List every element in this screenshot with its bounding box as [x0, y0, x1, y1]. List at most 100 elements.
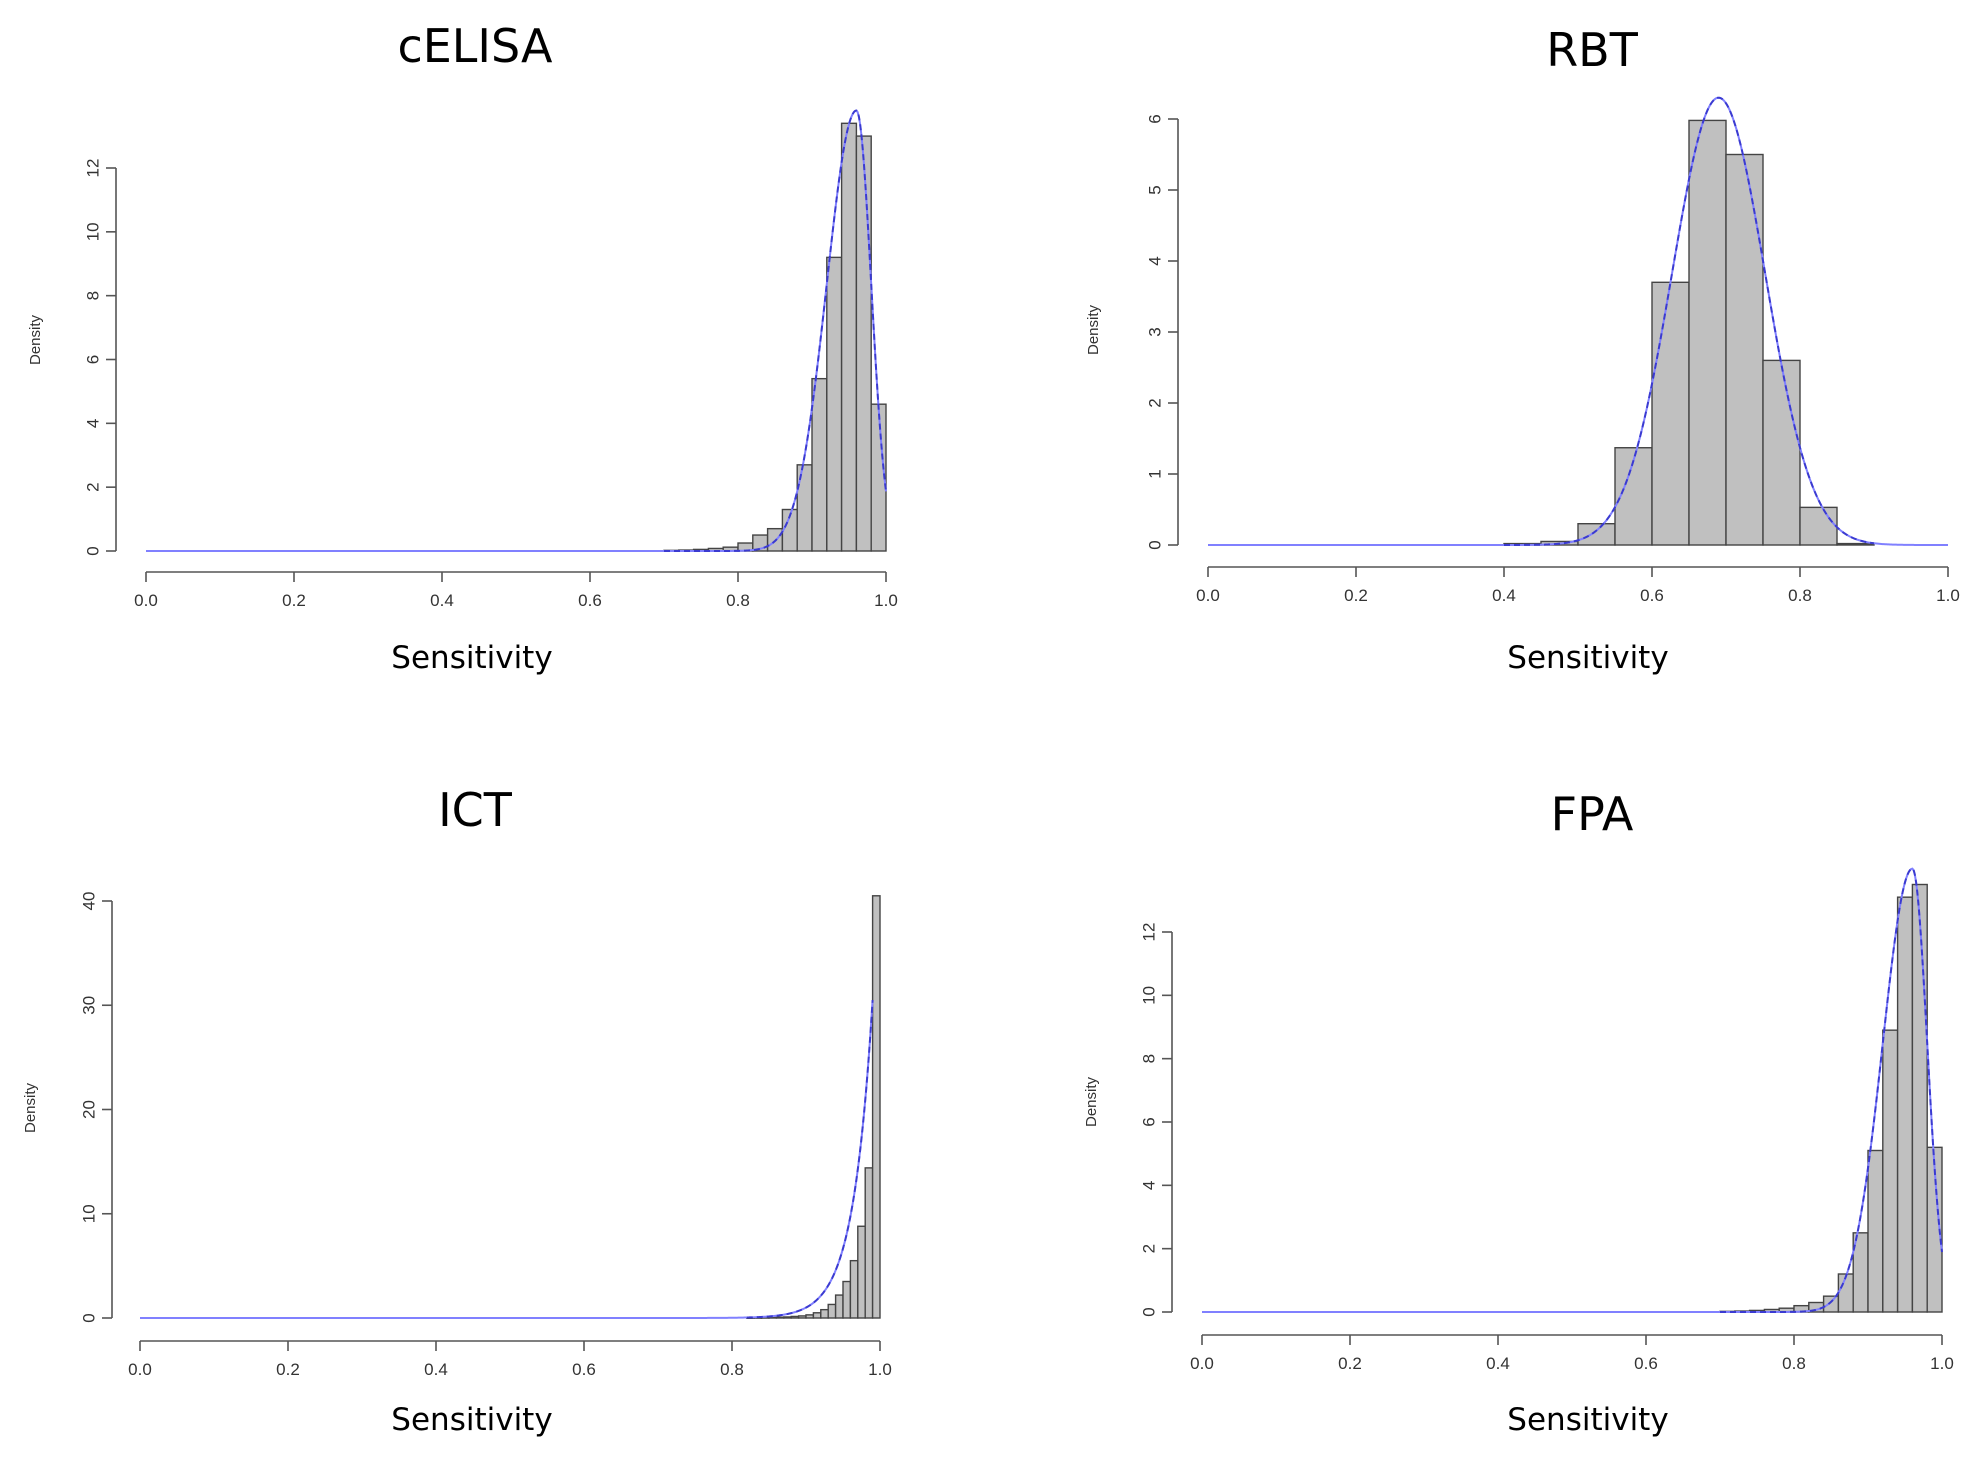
histogram-bar [842, 1280, 852, 1319]
histogram-bar [790, 1315, 800, 1319]
histogram-bar [820, 1308, 829, 1319]
x-tick-label: 1.0 [874, 591, 898, 610]
histogram-bar [1762, 359, 1801, 546]
density-curve-line [1202, 867, 1943, 1313]
panel-celisa: cELISA Density Sensitivity 0.0 0.2 0.4 0.6 0… [27, 19, 898, 676]
histogram-bar [1799, 506, 1838, 546]
y-axis-label: Density [22, 1082, 39, 1133]
bars [746, 895, 881, 1319]
panel-title: ICT [438, 783, 513, 837]
panel-rbt: RBT Density Sensitivity 0.0 0.2 0.4 0.6 0.8 1… [1085, 23, 1960, 676]
histogram-bar [855, 135, 872, 552]
x-tick-label: 0.2 [282, 591, 306, 610]
density-curve [140, 999, 874, 1319]
y-tick-label: 0 [79, 1313, 98, 1322]
x-tick-label: 0.4 [1492, 586, 1516, 605]
histogram-bar [827, 1303, 837, 1319]
x-tick-label: 0.0 [1196, 586, 1220, 605]
histogram-bar [826, 256, 843, 552]
density-curve-overlay [746, 999, 874, 1319]
axes: 0.0 0.2 0.4 0.6 0.8 1.0 0 2 4 6 8 10 12 [1139, 923, 1953, 1373]
histogram-bar [1651, 281, 1690, 546]
density-curve-line [146, 109, 887, 552]
histogram-bar [797, 1315, 807, 1319]
x-tick-label: 0.8 [1788, 586, 1812, 605]
histogram-bar [1896, 896, 1914, 1313]
y-tick-label: 10 [1139, 986, 1158, 1005]
x-tick-label: 0.4 [424, 1360, 448, 1379]
density-curve [1208, 96, 1948, 546]
density-curve-overlay [1720, 867, 1943, 1313]
panel-title: cELISA [397, 19, 553, 73]
x-tick-label: 0.6 [1634, 1354, 1658, 1373]
x-tick-label: 0.6 [578, 591, 602, 610]
x-axis-label: Sensitivity [1507, 640, 1668, 676]
x-tick-label: 0.2 [1338, 1354, 1362, 1373]
histogram-bar [834, 1294, 844, 1319]
histogram-bar [1926, 1146, 1943, 1313]
panel-ict: ICT Density Sensitivity 0.0 0.2 0.4 0.6 0.8 1… [22, 783, 892, 1438]
y-axis-label: Density [1085, 304, 1102, 355]
y-axis-label: Density [27, 314, 44, 365]
histogram-bar [783, 1316, 792, 1319]
x-tick-label: 1.0 [1936, 586, 1960, 605]
y-tick-label: 5 [1145, 185, 1164, 194]
y-tick-label: 4 [1145, 256, 1164, 265]
density-curve [146, 109, 887, 552]
histogram-bar [849, 1259, 859, 1319]
bars [1503, 119, 1875, 546]
y-tick-label: 12 [83, 159, 102, 178]
panel-title: FPA [1551, 787, 1634, 841]
x-tick-label: 1.0 [868, 1360, 892, 1379]
y-axis-label: Density [1083, 1076, 1100, 1127]
y-tick-label: 30 [79, 996, 98, 1015]
y-tick-label: 2 [83, 482, 102, 491]
x-tick-label: 0.8 [1782, 1354, 1806, 1373]
x-tick-label: 1.0 [1930, 1354, 1954, 1373]
y-tick-label: 6 [83, 355, 102, 364]
y-tick-label: 0 [83, 546, 102, 555]
density-curve-overlay [1504, 96, 1875, 546]
histogram-bar [811, 377, 828, 552]
y-tick-label: 0 [1145, 540, 1164, 549]
x-axis-label: Sensitivity [391, 640, 552, 676]
panel-title: RBT [1546, 23, 1639, 77]
y-tick-label: 12 [1139, 923, 1158, 942]
histogram-bar [1882, 1029, 1899, 1313]
x-axis-label: Sensitivity [391, 1402, 552, 1438]
histogram-bar [1836, 542, 1875, 546]
y-tick-label: 10 [83, 222, 102, 241]
y-tick-label: 4 [83, 419, 102, 428]
bars [663, 122, 887, 552]
y-tick-label: 6 [1139, 1117, 1158, 1126]
x-tick-label: 0.0 [1190, 1354, 1214, 1373]
panel-fpa: FPA Density Sensitivity 0.0 0.2 0.4 0.6 0.8 1… [1083, 787, 1954, 1438]
histogram-bar [871, 895, 881, 1319]
y-tick-label: 2 [1139, 1244, 1158, 1253]
x-tick-label: 0.6 [572, 1360, 596, 1379]
x-tick-label: 0.4 [1486, 1354, 1510, 1373]
x-tick-label: 0.4 [430, 591, 454, 610]
y-tick-label: 2 [1145, 398, 1164, 407]
x-tick-label: 0.0 [128, 1360, 152, 1379]
x-tick-label: 0.8 [726, 591, 750, 610]
histogram-bar [805, 1314, 815, 1319]
y-tick-label: 6 [1145, 114, 1164, 123]
y-tick-label: 1 [1145, 469, 1164, 478]
x-tick-label: 0.2 [1344, 586, 1368, 605]
x-tick-label: 0.0 [134, 591, 158, 610]
y-tick-label: 8 [1139, 1054, 1158, 1063]
histogram-bar [840, 122, 858, 552]
y-tick-label: 3 [1145, 327, 1164, 336]
y-tick-label: 8 [83, 291, 102, 300]
y-tick-label: 0 [1139, 1307, 1158, 1316]
x-axis-label: Sensitivity [1507, 1402, 1668, 1438]
histogram-bar [1911, 883, 1928, 1313]
density-curve [1202, 867, 1943, 1313]
histogram-bar [1822, 1295, 1840, 1313]
density-curve-line [140, 999, 874, 1319]
histogram-bar [864, 1167, 874, 1319]
axes: 0.0 0.2 0.4 0.6 0.8 1.0 0 2 4 6 8 10 12 [83, 159, 897, 610]
histogram-bar [1867, 1149, 1884, 1313]
